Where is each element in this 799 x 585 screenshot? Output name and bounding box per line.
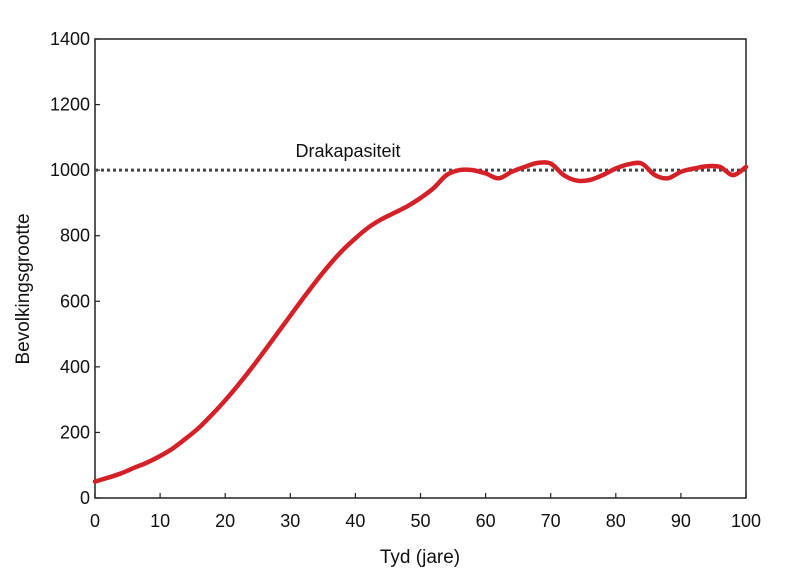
y-axis: 0 200 400 600 800 1000 1200 1400 (50, 29, 100, 508)
plot-frame (94, 38, 747, 499)
y-tick-label: 800 (60, 226, 90, 246)
y-axis-title: Bevolkingsgrootte (13, 213, 34, 364)
x-tick-label: 60 (476, 511, 496, 531)
x-tick-label: 80 (606, 511, 626, 531)
x-tick-label: 100 (731, 511, 761, 531)
x-axis: 0 10 20 30 40 50 60 70 80 90 100 (90, 493, 761, 531)
x-tick-label: 30 (280, 511, 300, 531)
y-tick-label: 600 (60, 291, 90, 311)
x-tick-label: 90 (671, 511, 691, 531)
y-tick-label: 400 (60, 357, 90, 377)
x-tick-label: 40 (345, 511, 365, 531)
x-axis-title: Tyd (jare) (380, 547, 460, 568)
x-tick-label: 20 (215, 511, 235, 531)
y-tick-label: 200 (60, 422, 90, 442)
y-tick-label: 0 (80, 488, 90, 508)
y-tick-label: 1200 (50, 95, 90, 115)
x-tick-label: 0 (90, 511, 100, 531)
population-series-line (92, 160, 749, 484)
y-tick-label: 1000 (50, 160, 90, 180)
x-tick-label: 50 (410, 511, 430, 531)
x-tick-label: 70 (541, 511, 561, 531)
x-tick-label: 10 (150, 511, 170, 531)
carrying-capacity-label: Drakapasiteit (295, 141, 400, 161)
y-tick-label: 1400 (50, 29, 90, 49)
